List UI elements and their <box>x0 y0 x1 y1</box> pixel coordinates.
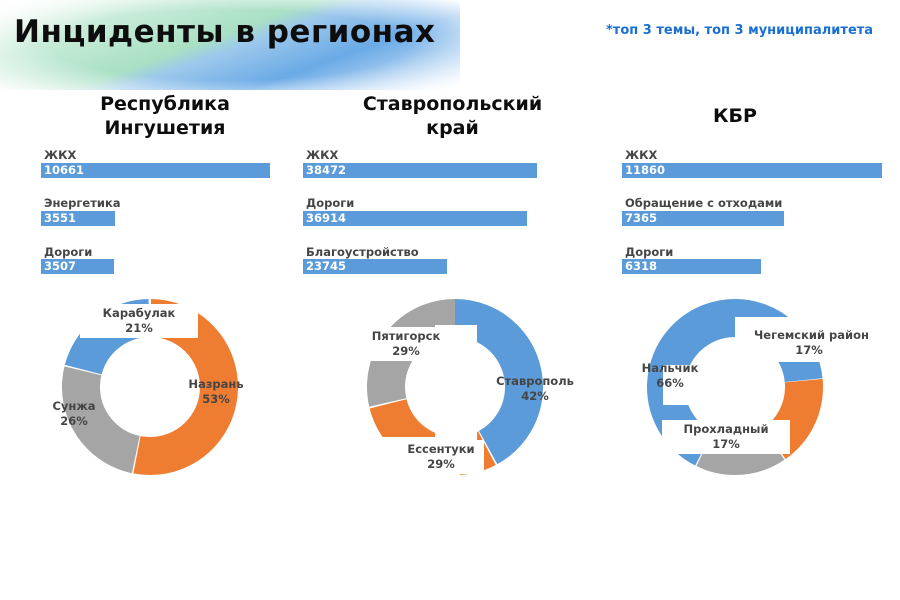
bar-label: Дороги <box>44 245 93 259</box>
region-title-ingushetia: Республика Ингушетия <box>60 92 270 140</box>
label-name: Прохладный <box>683 422 769 436</box>
donut-label-stavropol: Ставрополь 42% <box>490 372 580 406</box>
bar-label: Энергетика <box>44 196 121 210</box>
bar: 23745 <box>303 259 447 274</box>
segment-pyatigorsk <box>367 299 543 475</box>
bar-value: 3507 <box>44 259 77 273</box>
label-pct: 21% <box>125 321 153 335</box>
bar-value: 38472 <box>306 163 347 177</box>
bar-label: ЖКХ <box>625 148 658 162</box>
donut-label-nazran: Назрань 53% <box>180 375 252 409</box>
label-name: Назрань <box>188 377 244 391</box>
bar: 3507 <box>41 259 114 274</box>
segment-sunzha <box>62 299 238 475</box>
bar-value: 23745 <box>306 259 347 273</box>
donut-label-karabulak: Карабулак 21% <box>80 304 198 338</box>
label-name: Ессентуки <box>407 442 475 456</box>
bar-value: 3551 <box>44 211 77 225</box>
bar: 3551 <box>41 211 115 226</box>
label-pct: 53% <box>202 392 230 406</box>
donut-label-pyatigorsk: Пятигорск 29% <box>367 327 445 361</box>
region-title-line: Республика <box>100 93 230 115</box>
label-name: Сунжа <box>52 399 96 413</box>
bar-value: 7365 <box>625 211 658 225</box>
bar-label: Обращение с отходами <box>625 196 783 210</box>
donut-label-essentuki: Ессентуки 29% <box>398 440 484 474</box>
label-name: Чегемский район <box>754 328 869 342</box>
segment-prokhladny <box>647 299 823 475</box>
bar-label: ЖКХ <box>306 148 339 162</box>
label-pct: 42% <box>521 389 549 403</box>
label-pct: 66% <box>656 376 684 390</box>
bar-value: 6318 <box>625 259 658 273</box>
label-name: Пятигорск <box>371 329 441 343</box>
bar-value: 10661 <box>44 163 85 177</box>
bar-label: Дороги <box>306 196 355 210</box>
bar: 36914 <box>303 211 527 226</box>
bar: 10661 <box>41 163 270 178</box>
title-background <box>0 0 460 90</box>
bar: 6318 <box>622 259 761 274</box>
label-pct: 26% <box>60 414 88 428</box>
region-title-line: Ингушетия <box>104 117 226 139</box>
region-title-stavropol: Ставропольский край <box>345 92 560 140</box>
region-title-line: КБР <box>713 105 757 127</box>
label-mask <box>663 365 723 405</box>
region-title-line: край <box>426 117 479 139</box>
donut-label-chegem: Чегемский район 17% <box>750 326 869 360</box>
page-title: Инциденты в регионах <box>14 14 436 50</box>
donut-chart-kbr <box>647 299 830 475</box>
donut-label-prokhladny: Прохладный 17% <box>662 420 790 454</box>
bar-label: Дороги <box>625 245 674 259</box>
label-pct: 17% <box>712 437 740 451</box>
donut-label-nalchik: Нальчик 66% <box>634 359 706 393</box>
label-name: Ставрополь <box>496 374 574 388</box>
label-pct: 17% <box>795 343 823 357</box>
bar-value: 36914 <box>306 211 347 225</box>
label-pct: 29% <box>427 457 455 471</box>
label-name: Карабулак <box>102 306 176 320</box>
region-title-kbr: КБР <box>690 104 780 128</box>
bar-label: ЖКХ <box>44 148 77 162</box>
label-mask <box>735 317 830 362</box>
region-title-line: Ставропольский <box>362 93 543 115</box>
label-pct: 29% <box>392 344 420 358</box>
bar-label: Благоустройство <box>306 245 419 259</box>
bar: 38472 <box>303 163 537 178</box>
footnote: *топ 3 темы, топ 3 муниципалитета <box>606 23 874 38</box>
bar-value: 11860 <box>625 163 666 177</box>
donut-label-sunzha: Сунжа 26% <box>40 397 108 431</box>
label-name: Нальчик <box>641 361 699 375</box>
bar: 7365 <box>622 211 784 226</box>
bar: 11860 <box>622 163 882 178</box>
segment-chegem <box>647 299 823 475</box>
